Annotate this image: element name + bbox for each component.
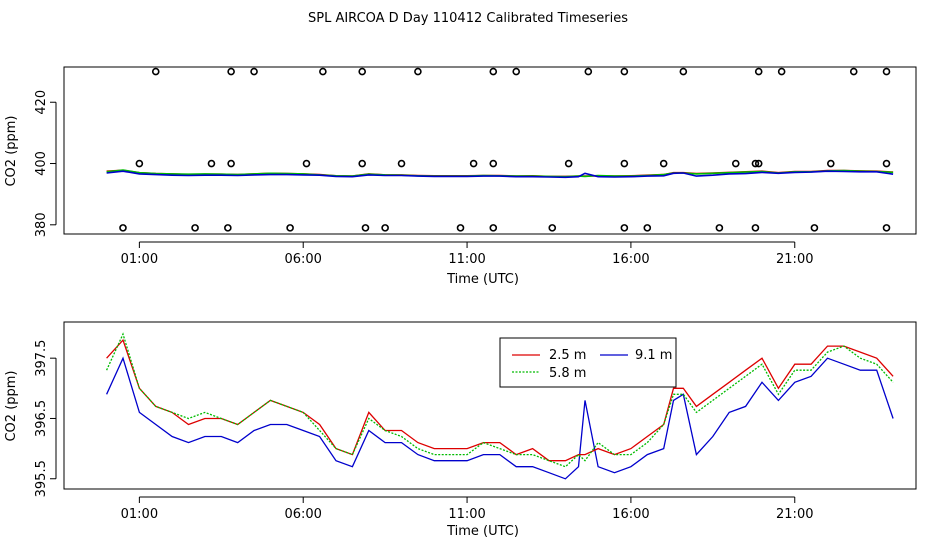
outlier-point [564,159,573,168]
outlier-point [512,67,521,76]
outlier-point [361,224,370,232]
outlier-point [679,67,688,76]
outlier-point [751,159,760,168]
outlier-point [620,224,629,232]
outlier-point [397,159,406,168]
bottom-x-axis: 01:00 06:00 11:00 16:00 21:00 [121,496,813,522]
outlier-point [882,224,891,232]
outlier-point [715,224,724,232]
bottom-plot-box [63,321,917,490]
bottom-x-tick-label: 21:00 [776,507,813,522]
top-x-axis-label: Time (UTC) [446,272,519,287]
top-y-tick-label: 420 [34,90,49,115]
top-x-tick-label: 21:00 [776,252,813,267]
top-x-tick-label: 11:00 [448,252,485,267]
outlier-point [456,224,465,232]
top-x-tick-label: 16:00 [612,252,649,267]
top-series-line [106,170,894,179]
outlier-point [754,159,763,168]
legend: 2.5 m 5.8 m 9.1 m [499,337,677,388]
top-x-axis: 01:00 06:00 11:00 16:00 21:00 [121,241,813,267]
outlier-point [319,67,327,76]
bottom-x-tick-label: 06:00 [284,507,321,522]
legend-box [499,337,677,388]
outlier-point [302,159,311,168]
bottom-x-axis-label: Time (UTC) [446,524,519,539]
outlier-point [489,159,498,168]
top-series-lines [106,169,894,179]
top-y-axis-label: CO2 (ppm) [4,115,19,186]
outlier-point [810,224,819,232]
legend-label-9-1m: 9.1 m [635,348,672,363]
top-x-tick-label: 01:00 [121,252,158,267]
chart-title: SPL AIRCOA D Day 110412 Calibrated Times… [308,11,628,26]
outlier-point [489,67,498,76]
outlier-point [191,224,199,232]
outlier-point [659,159,668,168]
top-y-tick-label: 380 [34,212,49,237]
outlier-point [777,67,786,76]
bottom-x-tick-label: 01:00 [121,507,158,522]
outlier-point [620,159,629,168]
outlier-point [548,224,557,232]
outlier-point [849,67,858,76]
outlier-point [250,67,258,76]
outlier-point [224,224,232,232]
bottom-series-line [106,332,894,468]
top-plot-box [63,66,917,235]
outlier-point [826,159,835,168]
bottom-panel: 01:00 06:00 11:00 16:00 21:00 395.5 396.5 397.… [4,321,917,539]
top-outlier-markers [119,67,891,232]
outlier-point [731,159,740,168]
outlier-point [358,67,367,76]
outlier-point [135,159,144,168]
legend-label-2-5m: 2.5 m [549,348,586,363]
top-y-axis: 380 400 420 [34,90,57,237]
bottom-y-tick-label: 397.5 [34,340,49,377]
bottom-x-tick-label: 11:00 [448,507,485,522]
bottom-series-line [106,356,894,480]
bottom-y-tick-label: 396.5 [34,400,49,437]
outlier-point [227,67,235,76]
bottom-y-tick-label: 395.5 [34,460,49,497]
bottom-series-lines [106,332,894,480]
legend-label-5-8m: 5.8 m [549,366,586,381]
top-x-tick-label: 06:00 [284,252,321,267]
outlier-point [643,224,652,232]
outlier-point [207,159,216,168]
outlier-point [414,67,422,76]
top-panel: 01:00 06:00 11:00 16:00 21:00 380 400 420 Time… [4,66,917,287]
bottom-x-tick-label: 16:00 [612,507,649,522]
outlier-point [227,159,235,168]
outlier-point [584,67,593,76]
outlier-point [358,159,367,168]
bottom-y-axis: 395.5 396.5 397.5 [34,340,57,497]
outlier-point [751,224,760,232]
outlier-point [489,224,498,232]
outlier-point [882,67,891,76]
outlier-point [286,224,294,232]
outlier-point [151,67,160,76]
outlier-point [754,67,763,76]
outlier-point [381,224,389,232]
outlier-point [469,159,478,168]
top-y-tick-label: 400 [34,151,49,176]
outlier-point [119,224,127,232]
outlier-point [882,159,891,168]
bottom-y-axis-label: CO2 (ppm) [4,370,19,441]
outlier-point [620,67,629,76]
